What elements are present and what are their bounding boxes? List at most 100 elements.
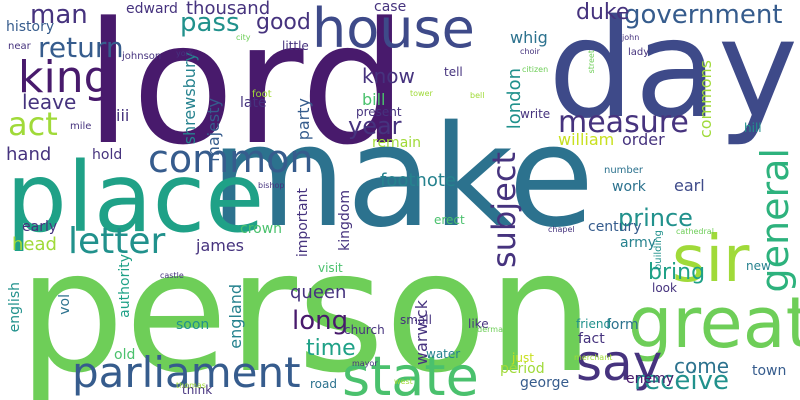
word-commons: commons (696, 60, 715, 139)
word-tower: tower (410, 89, 433, 98)
word-long: long (292, 306, 349, 336)
word-early: early (22, 219, 58, 235)
word-erect: erect (434, 213, 465, 227)
word-soon: soon (176, 317, 210, 333)
word-write: write (520, 107, 551, 121)
word-visit: visit (318, 261, 343, 275)
word-footnote: footnote (380, 170, 456, 191)
word-authority: authority (117, 254, 133, 318)
word-mayor: mayor (352, 359, 378, 368)
word-person: person (18, 214, 594, 400)
word-late: late (240, 95, 267, 111)
word-merchant: merchant (574, 353, 613, 362)
word-army: army (620, 235, 657, 251)
word-bill: bill (362, 90, 386, 109)
word-johnson: johnson (122, 51, 162, 62)
word-common: common (148, 137, 314, 181)
word-water: water (426, 347, 461, 361)
word-lady: lady (628, 47, 650, 58)
word-remain: remain (372, 135, 422, 151)
word-bishop: bishop (258, 181, 285, 190)
word-party: party (294, 98, 313, 141)
word-friend: friend (576, 317, 612, 331)
word-edward: edward (126, 1, 178, 17)
word-leave: leave (22, 90, 77, 114)
word-queen: queen (290, 282, 347, 303)
word-town: town (752, 363, 787, 379)
word-foot: foot (252, 89, 272, 100)
word-thousand: thousand (186, 0, 271, 19)
word-near: near (8, 41, 31, 52)
word-head: head (12, 234, 57, 255)
word-man: man (30, 0, 88, 30)
word-new: new (746, 259, 771, 273)
word-century: century (588, 219, 642, 235)
word-lord: lord (85, 0, 408, 182)
word-period: period (500, 361, 545, 377)
word-like: like (468, 317, 489, 331)
word-government: government (624, 0, 783, 30)
word-time: time (306, 336, 356, 361)
word-come: come (674, 354, 730, 378)
word-cathedral: cathedral (676, 227, 714, 236)
word-form: form (606, 317, 639, 333)
word-choir: choir (520, 47, 540, 56)
word-present: present (356, 105, 402, 119)
word-know: know (362, 64, 415, 88)
word-crown: crown (240, 221, 283, 237)
word-good: good (256, 10, 311, 35)
word-kingdom: kingdom (337, 190, 353, 251)
word-duke: duke (576, 0, 630, 25)
word-iii: iii (116, 106, 130, 125)
word-chapel: chapel (548, 225, 575, 234)
word-subject: subject (485, 152, 523, 268)
word-case: case (374, 0, 407, 15)
word-street: street (587, 50, 596, 74)
word-enemy: enemy (626, 371, 675, 387)
word-order: order (622, 130, 665, 149)
word-think: think (182, 383, 213, 397)
word-day: day (548, 0, 799, 149)
word-make: make (210, 96, 595, 259)
word-sir: sir (672, 223, 750, 297)
word-state: state (342, 345, 479, 400)
word-act: act (8, 105, 58, 143)
word-mile: mile (70, 121, 92, 132)
word-george: george (520, 375, 570, 391)
word-king: king (18, 52, 112, 103)
word-alderman: alderman (470, 325, 509, 334)
word-small: small (400, 313, 432, 327)
word-work: work (612, 179, 646, 195)
word-bring: bring (648, 260, 706, 285)
word-road: road (310, 377, 337, 391)
word-return: return (38, 31, 124, 64)
word-receive: receive (634, 366, 730, 396)
word-james: james (196, 236, 245, 255)
word-prince: prince (618, 204, 693, 232)
word-york: york (176, 49, 194, 58)
word-hand: hand (6, 144, 52, 165)
word-city: city (236, 33, 251, 42)
word-pass: pass (180, 8, 240, 38)
word-place: place (6, 142, 265, 254)
word-english: english (7, 282, 23, 333)
word-measure: measure (558, 105, 689, 140)
word-west: west (394, 377, 413, 386)
word-william: william (558, 130, 615, 149)
word-majesty: majesty (204, 98, 223, 162)
word-bell: bell (470, 91, 485, 100)
word-look: look (652, 281, 677, 295)
word-important: important (295, 188, 311, 258)
word-hold: hold (92, 147, 123, 163)
word-hill: hill (744, 121, 762, 135)
word-just: just (512, 351, 534, 365)
word-building: building (653, 230, 664, 271)
word-whig: whig (510, 28, 548, 47)
word-earl: earl (674, 176, 705, 195)
word-say: say (576, 334, 663, 392)
word-old: old (114, 347, 136, 363)
word-letter: letter (68, 221, 166, 262)
word-john: john (622, 33, 640, 42)
word-fact: fact (578, 331, 605, 347)
